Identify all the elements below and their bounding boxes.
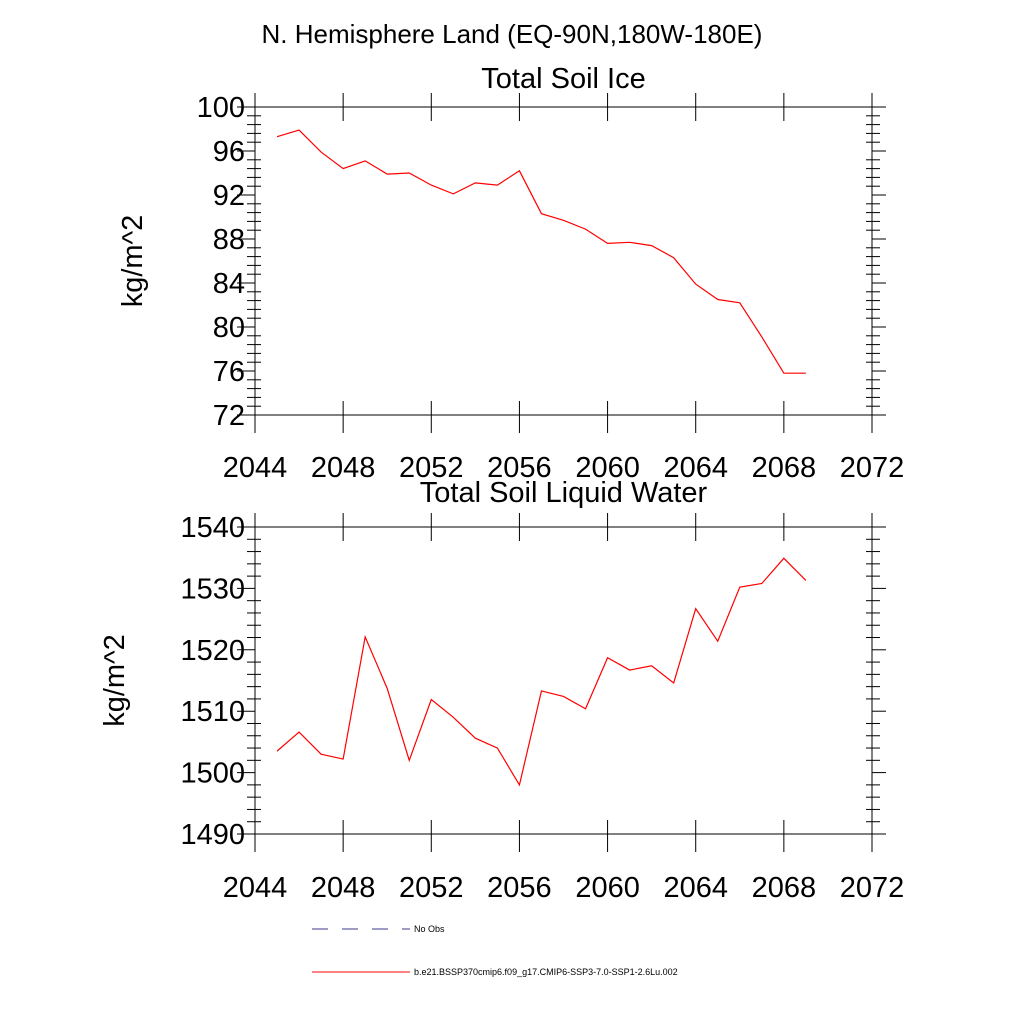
chart-title: Total Soil Ice — [481, 63, 645, 95]
y-tick-label: 72 — [213, 400, 245, 432]
x-tick-label: 2072 — [840, 872, 905, 904]
x-tick-label: 2072 — [840, 452, 905, 484]
y-tick-label: 84 — [213, 268, 245, 300]
x-tick-label: 2056 — [487, 452, 552, 484]
x-tick-label: 2044 — [223, 872, 288, 904]
figure-title: N. Hemisphere Land (EQ-90N,180W-180E) — [262, 19, 763, 49]
y-tick-label: 1510 — [180, 696, 245, 728]
x-tick-label: 2056 — [487, 872, 552, 904]
series-line-1 — [276, 557, 807, 787]
x-tick-label: 2052 — [399, 872, 464, 904]
chart-panel-2: Total Soil Liquid Water 2044 2048 2052 2056 2… — [99, 477, 904, 904]
plot-frame — [254, 526, 873, 835]
legend-label-1: No Obs — [414, 924, 445, 934]
series-line-1 — [276, 129, 806, 374]
legend-label-2: b.e21.BSSP370cmip6.f09_g17.CMIP6-SSP3-7.… — [414, 967, 678, 977]
x-tick-label: 2060 — [575, 452, 640, 484]
legend: No Obs b.e21.BSSP370cmip6.f09_g17.CMIP6-S… — [312, 924, 678, 977]
chart-panel-1: Total Soil Ice 2044 2048 2052 2056 2060 2064 20… — [117, 63, 904, 484]
x-tick-label: 2044 — [223, 452, 288, 484]
x-tick-label: 2064 — [663, 872, 728, 904]
x-tick-label: 2052 — [399, 452, 464, 484]
chart-title: Total Soil Liquid Water — [420, 477, 708, 509]
y-tick-label: 76 — [213, 356, 245, 388]
chart-panels: Total Soil Ice 2044 2048 2052 2056 2060 2064 20… — [99, 63, 904, 904]
y-tick-label: 96 — [213, 136, 245, 168]
plot-frame — [254, 106, 873, 416]
x-tick-label: 2064 — [663, 452, 728, 484]
x-tick-label: 2048 — [311, 452, 376, 484]
y-axis-label: kg/m^2 — [117, 215, 149, 308]
y-tick-label: 1490 — [180, 819, 245, 851]
y-axis-label: kg/m^2 — [99, 634, 131, 727]
y-tick-label: 88 — [213, 224, 245, 256]
y-tick-label: 1520 — [180, 635, 245, 667]
y-tick-label: 92 — [213, 180, 245, 212]
x-tick-label: 2048 — [311, 872, 376, 904]
x-tick-label: 2068 — [752, 452, 817, 484]
x-tick-label: 2068 — [752, 872, 817, 904]
x-tick-label: 2060 — [575, 872, 640, 904]
y-tick-label: 80 — [213, 312, 245, 344]
y-tick-label: 100 — [197, 92, 245, 124]
y-tick-label: 1530 — [180, 573, 245, 605]
y-tick-label: 1540 — [180, 512, 245, 544]
y-tick-label: 1500 — [180, 758, 245, 790]
